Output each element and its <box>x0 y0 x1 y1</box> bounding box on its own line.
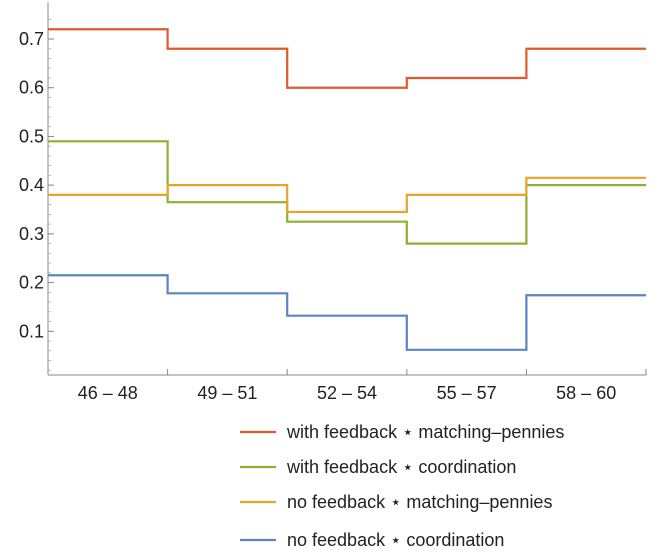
legend-label-0: with feedback ⋆ matching–pennies <box>286 422 564 442</box>
y-tick-label: 0.7 <box>19 29 44 49</box>
series-line-1 <box>48 140 646 245</box>
y-tick-label: 0.1 <box>19 321 44 341</box>
y-tick-label: 0.2 <box>19 273 44 293</box>
legend-label-3: no feedback ⋆ coordination <box>287 530 504 550</box>
series-line-3 <box>48 274 646 351</box>
legend-label-1: with feedback ⋆ coordination <box>286 457 516 477</box>
y-tick-label: 0.6 <box>19 78 44 98</box>
axes: 0.1 0.2 0.3 0.4 0.5 0.6 0.7 46 – 48 49 – 51 52 – … <box>19 2 647 403</box>
y-tick-label: 0.5 <box>19 126 44 146</box>
x-tick-label: 49 – 51 <box>197 383 257 403</box>
y-tick-label: 0.4 <box>19 175 44 195</box>
y-tick-label: 0.3 <box>19 224 44 244</box>
x-tick-label: 58 – 60 <box>556 383 616 403</box>
series-line-2 <box>48 176 646 214</box>
x-tick-label: 55 – 57 <box>437 383 497 403</box>
x-tick-label: 52 – 54 <box>317 383 377 403</box>
x-tick-label: 46 – 48 <box>78 383 138 403</box>
series-group <box>48 28 646 351</box>
series-line-0 <box>48 28 646 89</box>
legend: with feedback ⋆ matching–pennies with fee… <box>240 422 564 550</box>
legend-label-2: no feedback ⋆ matching–pennies <box>287 492 552 512</box>
